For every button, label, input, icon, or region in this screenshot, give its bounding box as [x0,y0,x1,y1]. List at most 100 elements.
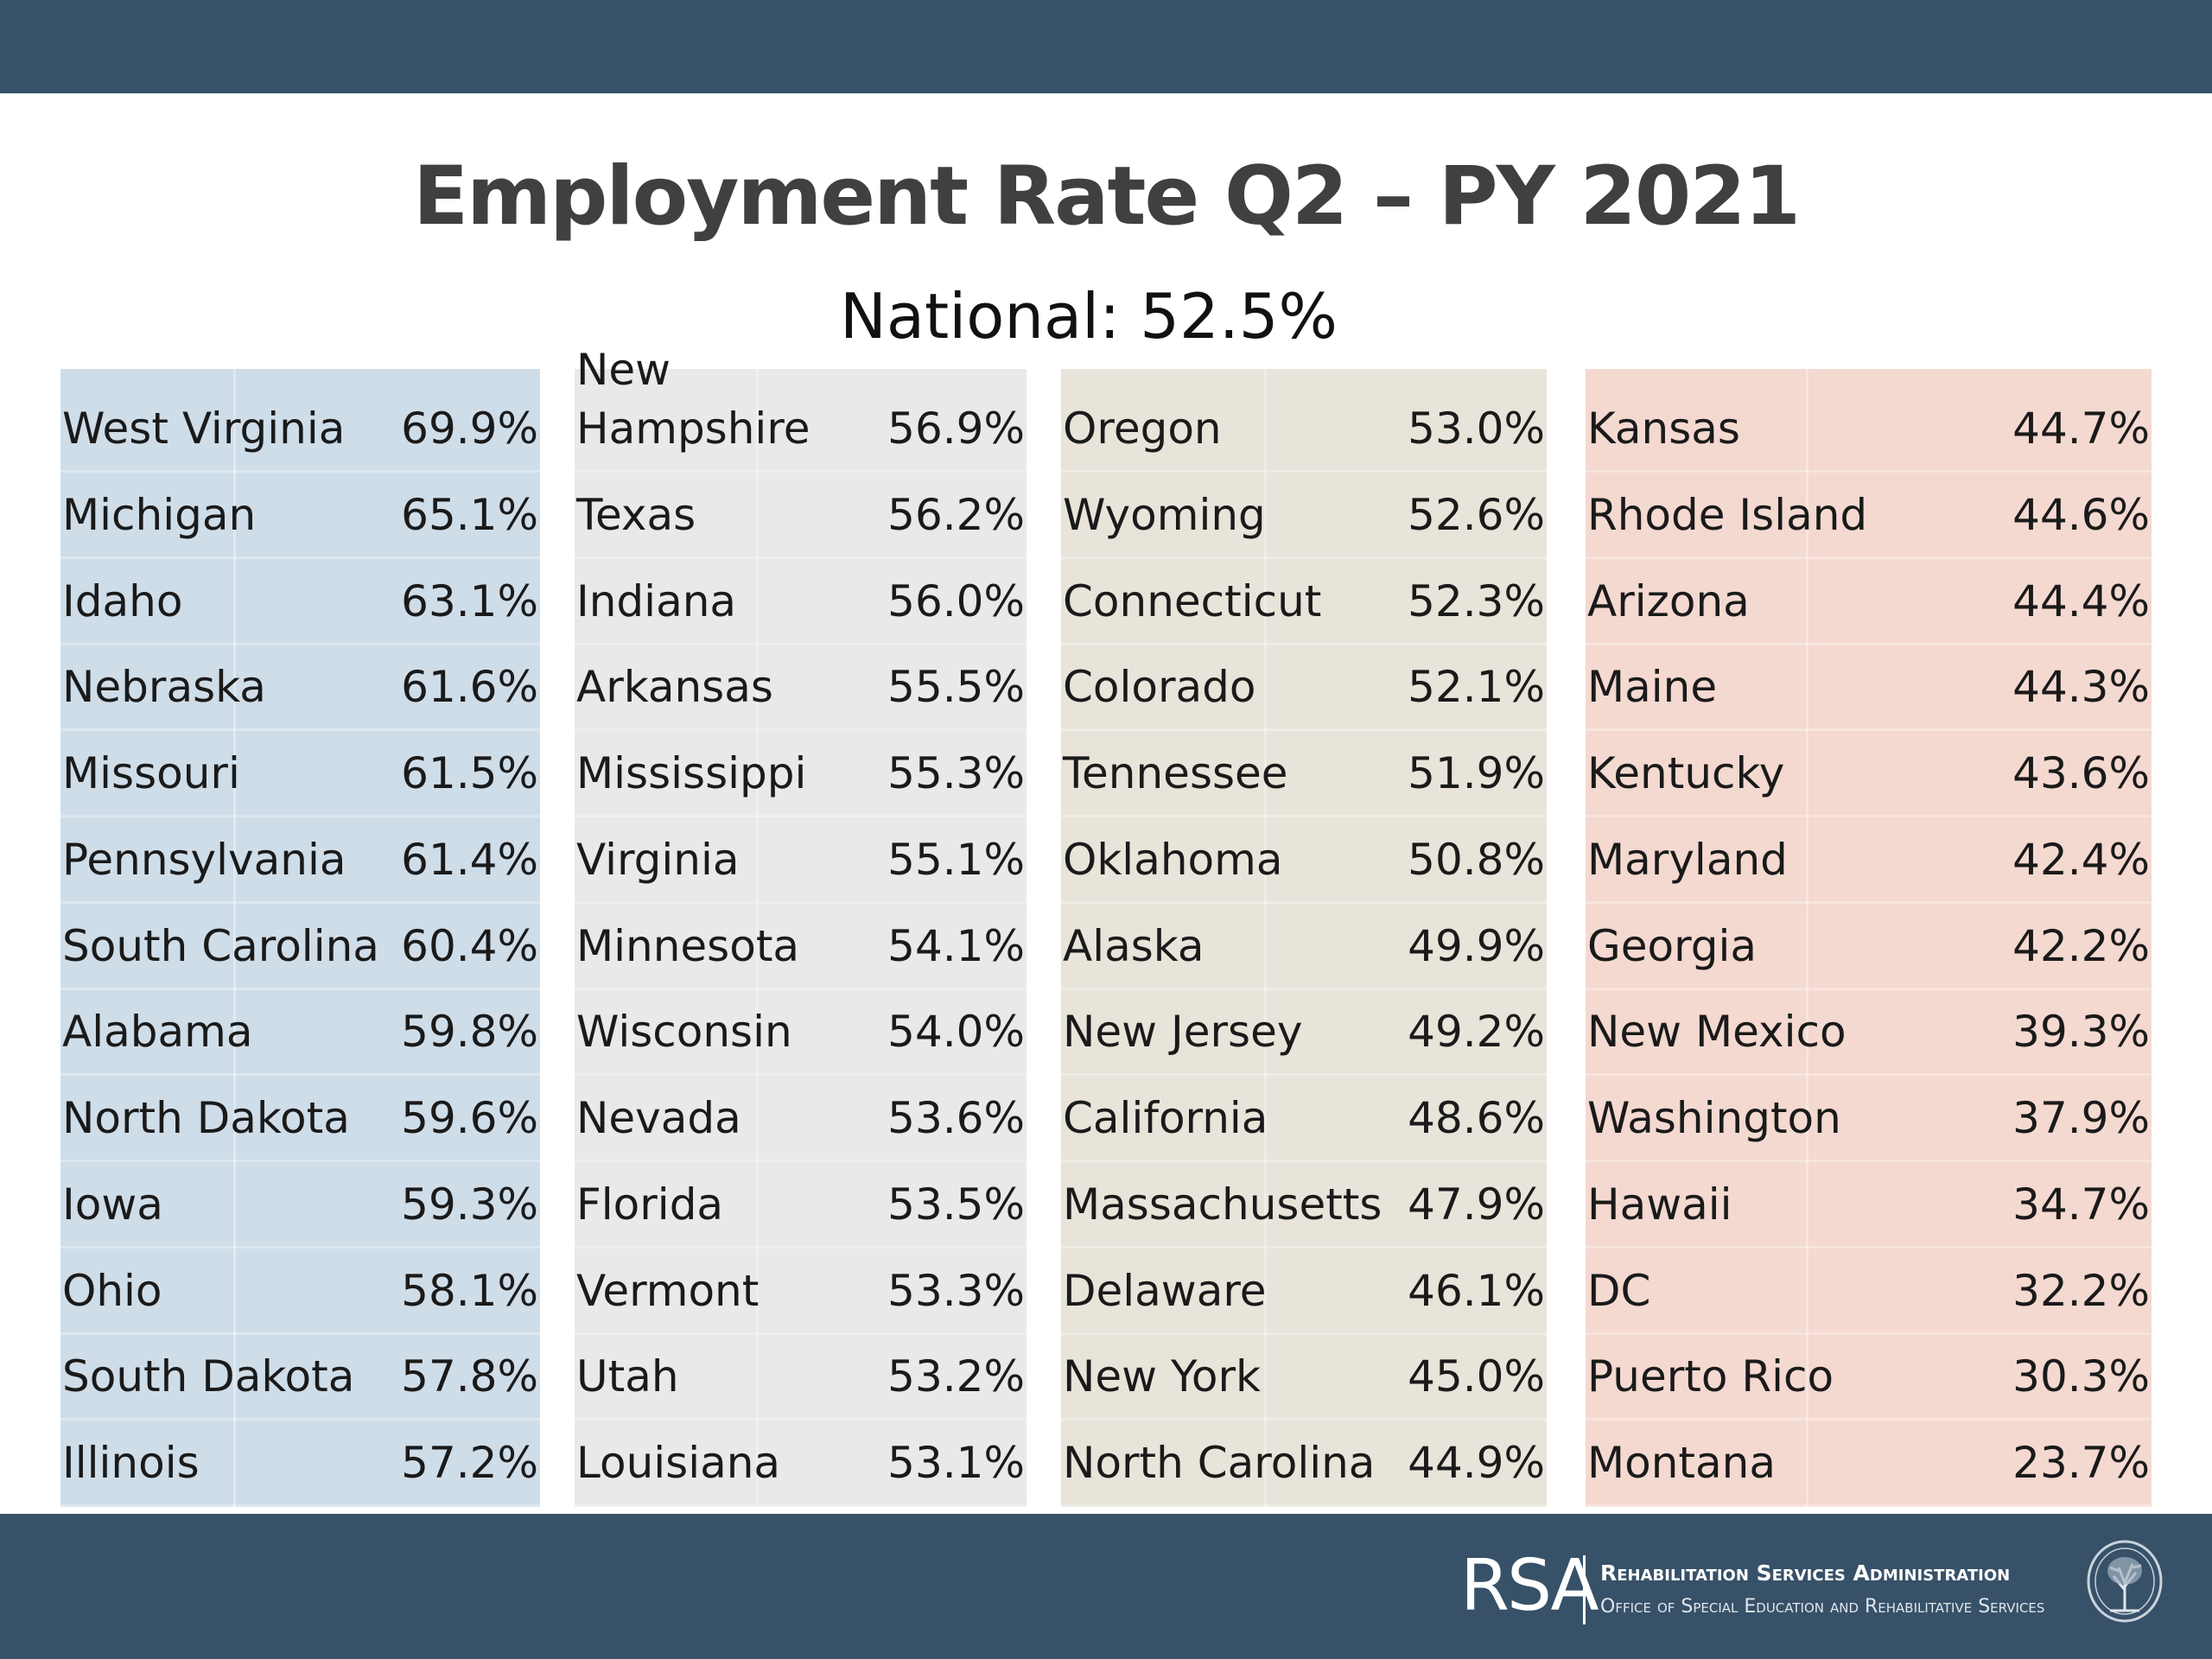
state-name: Washington [1587,1093,1841,1143]
table-row: Colorado 52.1% [1061,645,1547,732]
table-row: Louisiana 53.1% [575,1421,1027,1507]
table-row: Tennessee 51.9% [1061,731,1547,817]
state-name: South Carolina [62,920,379,971]
table-row: Virginia 55.1% [575,817,1027,904]
employment-rate: 56.0% [887,575,1025,626]
employment-rate: 37.9% [2012,1093,2150,1143]
employment-rate: 53.3% [887,1265,1025,1316]
state-name: Kentucky [1587,748,1785,798]
employment-rate: 47.9% [1408,1179,1545,1230]
state-name: Texas [576,489,696,540]
employment-rate: 61.4% [401,834,538,885]
footer-bar [0,1514,2212,1659]
table-row: Connecticut 52.3% [1061,559,1547,645]
table-row: Arkansas 55.5% [575,645,1027,732]
employment-rate: 52.3% [1408,575,1545,626]
state-name: Florida [576,1179,724,1230]
employment-rate: 60.4% [401,920,538,971]
employment-rate: 59.3% [401,1179,538,1230]
state-name: Missouri [62,748,240,798]
state-name: Alabama [62,1007,253,1058]
employment-rate: 43.6% [2012,748,2150,798]
column-divider [233,369,236,1507]
table-row: Mississippi 55.3% [575,731,1027,817]
state-name: California [1063,1093,1268,1143]
table-row: Wyoming 52.6% [1061,473,1547,559]
state-name: Alaska [1063,920,1205,971]
org-name: Rehabilitation Services Administration [1600,1560,2011,1586]
state-name: DC [1587,1265,1651,1316]
table-row: Hawaii 34.7% [1586,1162,2152,1249]
table-row: Alabama 59.8% [60,990,540,1077]
employment-rate: 55.5% [887,662,1025,713]
table-row: Puerto Rico 30.3% [1586,1335,2152,1421]
table-row: Wisconsin 54.0% [575,990,1027,1077]
state-name: Minnesota [576,920,800,971]
employment-rate: 59.8% [401,1007,538,1058]
employment-rate: 34.7% [2012,1179,2150,1230]
table-row: North Carolina 44.9% [1061,1421,1547,1507]
state-name: Nevada [576,1093,741,1143]
employment-rate: 59.6% [401,1093,538,1143]
rank-column-3: Oregon 53.0% Wyoming 52.6% Connecticut 52.3% C… [1061,369,1547,1507]
national-rate: National: 52.5% [840,280,1338,353]
employment-rate: 52.6% [1408,489,1545,540]
employment-rate: 44.6% [2012,489,2150,540]
state-name: Pennsylvania [62,834,346,885]
table-row: Delaware 46.1% [1061,1249,1547,1335]
employment-rate: 57.8% [401,1351,538,1402]
state-name: Rhode Island [1587,489,1868,540]
state-name: Louisiana [576,1438,781,1488]
table-row: Arizona 44.4% [1586,559,2152,645]
employment-rate: 44.3% [2012,662,2150,713]
employment-rate: 55.3% [887,748,1025,798]
state-name: Tennessee [1063,748,1288,798]
table-row: Alaska 49.9% [1061,904,1547,990]
state-name: Vermont [576,1265,760,1316]
table-row: Illinois 57.2% [60,1421,540,1507]
employment-rate: 49.2% [1408,1007,1545,1058]
table-row: Minnesota 54.1% [575,904,1027,990]
state-name: Utah [576,1351,679,1402]
table-row: Oregon 53.0% [1061,369,1547,473]
slide-title: Employment Rate Q2 – PY 2021 [412,149,1801,244]
table-row: Maine 44.3% [1586,645,2152,732]
state-name: Colorado [1063,662,1256,713]
table-row: Iowa 59.3% [60,1162,540,1249]
table-row: New York 45.0% [1061,1335,1547,1421]
rsa-logo: RSA [1460,1545,1599,1627]
table-row: Washington 37.9% [1586,1076,2152,1162]
state-name: Oklahoma [1063,834,1283,885]
employment-rate: 65.1% [401,489,538,540]
state-name: Ohio [62,1265,162,1316]
employment-rate: 48.6% [1408,1093,1545,1143]
table-row: New Mexico 39.3% [1586,990,2152,1077]
table-row: South Dakota 57.8% [60,1335,540,1421]
table-row: California 48.6% [1061,1076,1547,1162]
state-name: Maryland [1587,834,1788,885]
column-divider [1264,369,1267,1507]
employment-rate: 45.0% [1408,1351,1545,1402]
employment-rate: 53.0% [1408,404,1545,454]
employment-rate: 53.2% [887,1351,1025,1402]
table-row: DC 32.2% [1586,1249,2152,1335]
state-name: Wyoming [1063,489,1266,540]
state-name: Montana [1587,1438,1776,1488]
table-row: Nebraska 61.6% [60,645,540,732]
employment-rate: 58.1% [401,1265,538,1316]
state-name: Oregon [1063,404,1222,454]
employment-rate: 32.2% [2012,1265,2150,1316]
state-name: Arkansas [576,662,773,713]
state-name: Iowa [62,1179,163,1230]
employment-rate: 52.1% [1408,662,1545,713]
state-name: Hawaii [1587,1179,1732,1230]
employment-rate: 46.1% [1408,1265,1545,1316]
employment-rate: 55.1% [887,834,1025,885]
table-row: Maryland 42.4% [1586,817,2152,904]
employment-rate: 61.5% [401,748,538,798]
table-row: Georgia 42.2% [1586,904,2152,990]
state-name: North Carolina [1063,1438,1376,1488]
state-name: Virginia [576,834,740,885]
org-subtitle: Office of Special Education and Rehabili… [1600,1596,2045,1618]
department-seal-icon [2087,1540,2163,1623]
